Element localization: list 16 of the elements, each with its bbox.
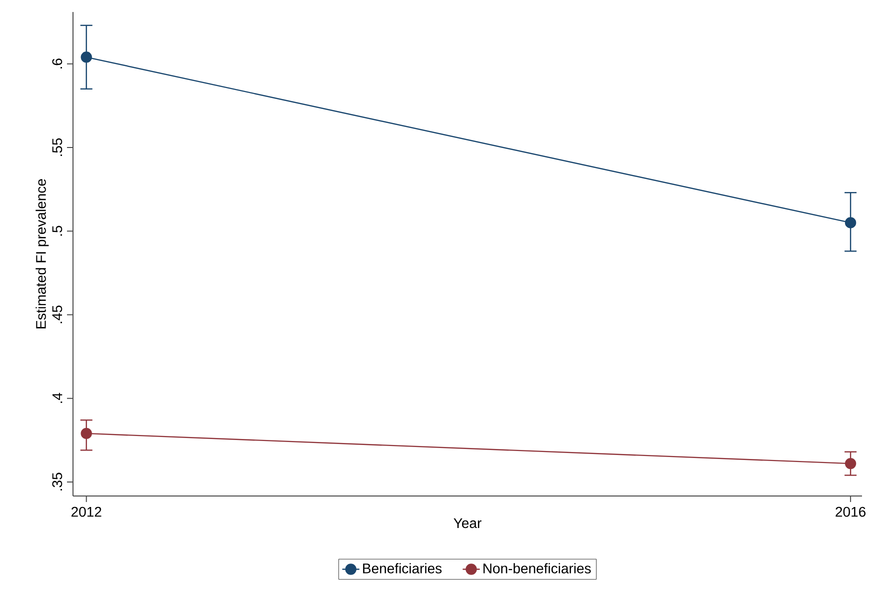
- x-tick-label: 2016: [836, 506, 866, 517]
- legend-label: Non-beneficiaries: [484, 563, 591, 574]
- y-tick-label: .4: [52, 392, 62, 403]
- legend-label: Beneficiaries: [363, 563, 442, 574]
- y-tick-label: .35: [52, 472, 62, 490]
- point: [80, 52, 92, 63]
- y-tick-label: .6: [52, 58, 62, 68]
- y-tick-label: .45: [52, 306, 62, 324]
- y-tick-label: .5: [52, 226, 62, 236]
- point: [844, 458, 856, 470]
- x-axis-title: Year: [454, 518, 482, 528]
- x-tick-label: 2012: [72, 506, 102, 517]
- point: [80, 428, 92, 440]
- y-axis-title: Estimated FI prevalence: [36, 179, 49, 328]
- point: [844, 217, 856, 228]
- y-tick-label: .55: [52, 138, 62, 156]
